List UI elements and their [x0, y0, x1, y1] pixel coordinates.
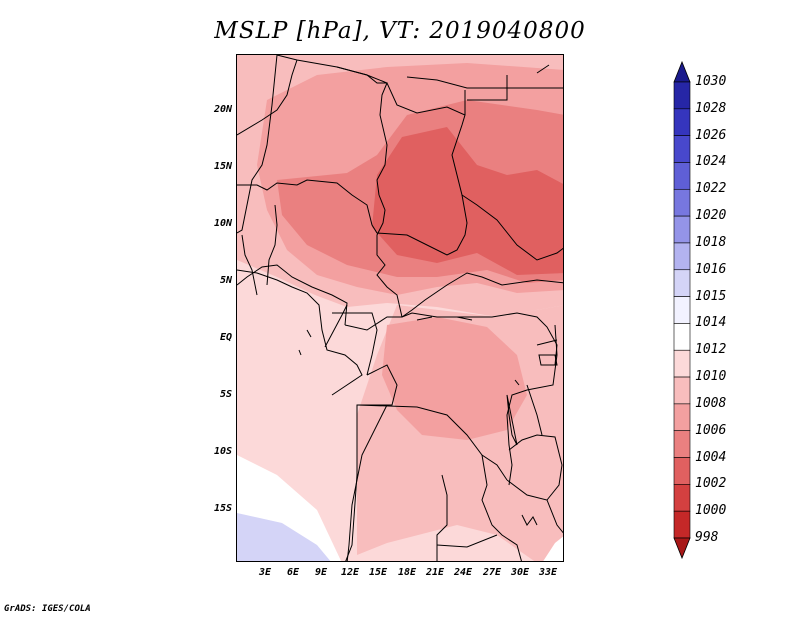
colorbar-segment: [673, 242, 691, 271]
colorbar: [673, 60, 691, 560]
colorbar-label: 1012: [695, 342, 727, 358]
border-line: [237, 264, 348, 326]
border-line: [436, 534, 498, 548]
border-line: [346, 404, 388, 561]
colorbar-cap: [673, 537, 691, 560]
border-line: [345, 364, 398, 561]
colorbar-label: 1014: [695, 315, 727, 331]
colorbar-label: 1030: [695, 74, 727, 89]
country-borders: [237, 55, 563, 561]
border-line: [336, 66, 388, 196]
border-line: [401, 312, 558, 366]
lon-label-18e: 18E: [397, 567, 417, 578]
colorbar-label: 1028: [695, 100, 727, 116]
footer-credit: GrADS: IGES/COLA: [4, 604, 91, 614]
colorbar-label: 1008: [695, 395, 727, 411]
colorbar-label: 1000: [695, 503, 727, 519]
lat-label-15n: 15N: [213, 161, 232, 172]
pressure-zone-1014: [543, 536, 563, 561]
colorbar-label: 1024: [695, 154, 727, 170]
lake-tanganyika: [506, 394, 518, 446]
border-line: [376, 194, 403, 318]
border-line: [436, 474, 448, 561]
pressure-zone-1008: [382, 317, 527, 440]
island-outline: [298, 329, 312, 356]
colorbar-segment: [673, 108, 691, 136]
colorbar-label: 1022: [695, 181, 727, 197]
river-line: [416, 316, 473, 321]
lon-label-3e: 3E: [258, 567, 272, 578]
colorbar-segment: [673, 349, 691, 378]
mslp-map: [236, 54, 564, 562]
lon-label-12e: 12E: [340, 567, 360, 578]
colorbar-segment: [673, 215, 691, 244]
colorbar-segment: [673, 403, 691, 432]
colorbar-segment: [673, 135, 691, 163]
colorbar-label: 1016: [695, 261, 727, 277]
mslp-field: [237, 55, 563, 561]
lat-label-5n: 5N: [219, 275, 232, 286]
colorbar-segment: [673, 188, 691, 217]
border-line: [481, 454, 522, 561]
lon-label-27e: 27E: [482, 567, 502, 578]
border-line: [401, 272, 563, 318]
border-line: [344, 316, 402, 331]
colorbar-segment: [673, 484, 691, 512]
colorbar-segment: [673, 162, 691, 190]
colorbar-label: 1015: [695, 288, 727, 304]
lat-label-10s: 10S: [213, 446, 232, 457]
border-line: [332, 312, 378, 376]
lat-label-5s: 5S: [219, 389, 232, 400]
colorbar-label: 1006: [695, 422, 727, 438]
border-line: [356, 404, 508, 481]
lon-label-33e: 33E: [538, 567, 558, 578]
lake-malawi: [521, 514, 538, 526]
border-line: [461, 194, 563, 261]
colorbar-segment: [673, 430, 691, 458]
coastline: [237, 269, 363, 396]
border-line: [237, 55, 468, 256]
border-line: [324, 304, 348, 348]
border-line: [464, 75, 508, 115]
border-line: [508, 434, 563, 501]
lon-label-30e: 30E: [510, 567, 530, 578]
pressure-zone-1004: [372, 127, 563, 275]
lon-label-9e: 9E: [314, 567, 328, 578]
border-line: [526, 384, 543, 436]
lat-label-10n: 10N: [213, 218, 232, 229]
border-line: [237, 55, 278, 234]
colorbar-label: 1020: [695, 208, 727, 224]
lon-label-24e: 24E: [453, 567, 473, 578]
border-line: [514, 64, 550, 386]
lon-label-6e: 6E: [286, 567, 300, 578]
lat-label-15s: 15S: [213, 503, 232, 514]
lon-label-21e: 21E: [425, 567, 445, 578]
map-title: MSLP [hPa], VT: 2019040800: [214, 18, 586, 44]
border-line: [406, 76, 563, 89]
lat-label-20n: 20N: [213, 104, 232, 115]
colorbar-segment: [673, 376, 691, 405]
colorbar-label: 1018: [695, 234, 727, 250]
lat-label-eq: EQ: [219, 332, 232, 343]
colorbar-label: 1004: [695, 449, 727, 465]
border-line: [241, 204, 278, 296]
lon-label-15e: 15E: [368, 567, 388, 578]
colorbar-segment: [673, 269, 691, 297]
colorbar-segment: [673, 510, 691, 539]
colorbar-cap: [673, 60, 691, 83]
colorbar-label: 1010: [695, 369, 727, 385]
colorbar-segment: [673, 323, 691, 351]
colorbar-segment: [673, 457, 691, 485]
colorbar-segment: [673, 81, 691, 110]
border-line: [237, 59, 298, 136]
colorbar-label: 1026: [695, 127, 727, 143]
lake-outline: [536, 339, 558, 366]
colorbar-label: 998: [695, 530, 719, 545]
colorbar-segment: [673, 296, 691, 324]
colorbar-label: 1002: [695, 476, 727, 492]
pressure-zone-1016: [237, 513, 331, 561]
